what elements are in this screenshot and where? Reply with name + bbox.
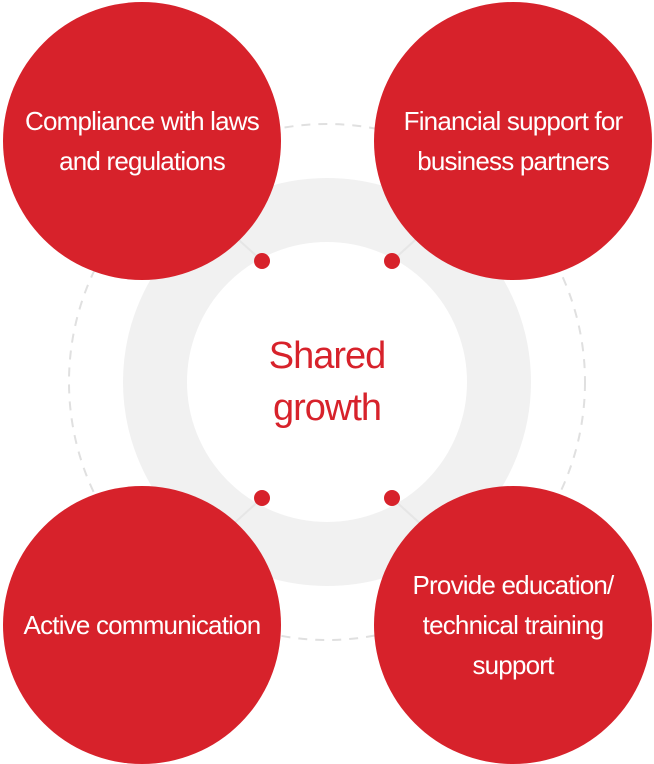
bubble-label-line: Active communication [23,610,262,640]
bubble-label-line: Compliance with laws [25,106,260,136]
bubble-education-training: Provide education/ technical training su… [374,486,652,764]
connector-dot-br [384,490,400,506]
center-title-line-2: growth [272,387,382,429]
center-title: Shared growth [197,330,457,434]
bubble-label-line: Financial support for [403,106,624,136]
bubble-label-line: business partners [417,146,609,176]
connector-dot-tr [384,253,400,269]
bubble-compliance: Compliance with laws and regulations [3,2,281,280]
connector-dot-bl [254,490,270,506]
bubble-label-line: Provide education/ [412,570,615,600]
outer-dashed-ring [68,123,586,641]
bubble-active-communication: Active communication [3,486,281,764]
center-title-line-1: Shared [268,335,387,377]
bubble-label-line: support [472,650,554,680]
central-ring [123,178,531,586]
bubble-label-line: and regulations [59,146,226,176]
connector-dot-tl [254,253,270,269]
bubble-financial-support: Financial support for business partners [374,2,652,280]
bubble-label-line: technical training [422,610,605,640]
